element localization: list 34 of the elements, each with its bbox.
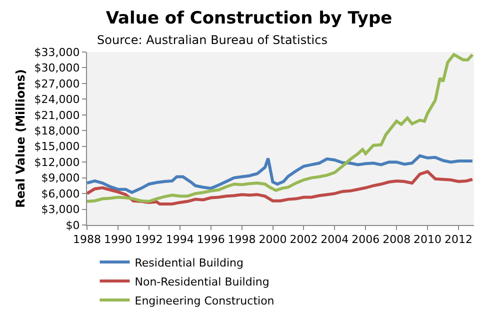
y-tick-label: $18,000 — [34, 124, 80, 138]
x-tick-label: 1988 — [73, 233, 101, 246]
y-axis-title: Real Value (Millions) — [14, 69, 28, 208]
y-tick-label: $30,000 — [34, 62, 80, 75]
x-tick-label: 1994 — [166, 233, 194, 246]
x-tick-label: 2004 — [320, 233, 349, 246]
x-tick-label: 1998 — [228, 233, 256, 246]
y-tick-label: $27,000 — [34, 77, 80, 90]
y-tick-label: $0 — [66, 218, 80, 232]
x-tick-label: 2006 — [352, 233, 380, 246]
x-tick-label: 2012 — [444, 233, 473, 246]
legend-label: Engineering Construction — [134, 294, 274, 308]
y-tick-label: $12,000 — [34, 156, 80, 169]
source-note: Source: Australian Bureau of Statistics — [97, 33, 328, 47]
chart-title: Value of Construction by Type — [106, 8, 392, 28]
x-tick-label: 2008 — [382, 233, 411, 246]
x-tick-label: 2002 — [290, 233, 318, 246]
y-tick-label: $9,000 — [41, 172, 80, 185]
y-tick-label: $3,000 — [41, 203, 80, 216]
y-tick-label: $15,000 — [34, 140, 80, 154]
legend-label: Residential Building — [134, 256, 244, 270]
legend-label: Non-Residential Building — [134, 275, 270, 288]
line-series — [87, 53, 474, 203]
x-tick-label: 1990 — [104, 233, 132, 246]
y-tick-label: $6,000 — [41, 187, 80, 200]
x-tick-label: 1992 — [134, 233, 163, 246]
y-tick-label: $24,000 — [34, 93, 80, 106]
x-tick-label: 2010 — [414, 233, 442, 246]
line-series — [87, 170, 474, 206]
x-tick-label: 2000 — [258, 233, 287, 246]
y-tick-label: $33,000 — [34, 46, 80, 59]
line-series — [87, 154, 474, 194]
x-tick-label: 1996 — [196, 233, 225, 246]
y-tick-label: $21,000 — [34, 108, 80, 122]
